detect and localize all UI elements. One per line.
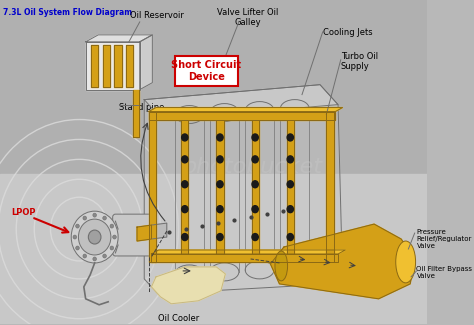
Circle shape	[113, 235, 116, 239]
Circle shape	[182, 234, 188, 240]
Circle shape	[182, 181, 188, 188]
Circle shape	[217, 156, 223, 163]
FancyBboxPatch shape	[113, 214, 154, 256]
Circle shape	[73, 235, 77, 239]
Circle shape	[110, 224, 114, 228]
Text: Oil Reservoir: Oil Reservoir	[130, 11, 184, 20]
Circle shape	[252, 181, 258, 188]
Circle shape	[71, 211, 118, 263]
Text: Pressure
Relief/Regulator
Valve: Pressure Relief/Regulator Valve	[417, 229, 472, 249]
Circle shape	[217, 181, 223, 188]
Polygon shape	[140, 35, 152, 90]
Circle shape	[76, 246, 79, 250]
Polygon shape	[137, 225, 152, 241]
Circle shape	[76, 224, 79, 228]
Polygon shape	[126, 45, 133, 87]
Polygon shape	[144, 84, 338, 120]
Polygon shape	[181, 120, 188, 254]
Ellipse shape	[396, 241, 416, 283]
Circle shape	[103, 216, 106, 220]
Circle shape	[182, 156, 188, 163]
Polygon shape	[149, 111, 335, 120]
Circle shape	[182, 134, 188, 141]
Circle shape	[217, 134, 223, 141]
Circle shape	[83, 216, 87, 220]
Circle shape	[93, 213, 96, 217]
Polygon shape	[149, 108, 343, 111]
Polygon shape	[0, 174, 427, 324]
FancyBboxPatch shape	[175, 56, 238, 86]
Polygon shape	[0, 0, 427, 174]
Circle shape	[252, 206, 258, 213]
Circle shape	[287, 181, 293, 188]
Polygon shape	[91, 45, 98, 87]
Text: Short Circuit
Device: Short Circuit Device	[172, 60, 241, 82]
Circle shape	[252, 156, 258, 163]
Polygon shape	[271, 224, 415, 299]
Polygon shape	[86, 35, 152, 42]
Text: Oil Filter Bypass
Valve: Oil Filter Bypass Valve	[417, 266, 473, 279]
Polygon shape	[152, 254, 338, 262]
Circle shape	[252, 134, 258, 141]
Polygon shape	[115, 45, 122, 87]
Text: LPOP: LPOP	[11, 208, 36, 217]
Polygon shape	[152, 223, 167, 239]
Polygon shape	[144, 84, 343, 294]
Circle shape	[110, 246, 114, 250]
Circle shape	[287, 206, 293, 213]
Polygon shape	[326, 111, 335, 262]
Circle shape	[287, 134, 293, 141]
Polygon shape	[103, 45, 110, 87]
Polygon shape	[252, 120, 259, 254]
Circle shape	[252, 234, 258, 240]
Circle shape	[287, 156, 293, 163]
Circle shape	[287, 234, 293, 240]
Text: Turbo Oil
Supply: Turbo Oil Supply	[341, 52, 378, 71]
Polygon shape	[152, 250, 345, 254]
Polygon shape	[152, 267, 225, 304]
Polygon shape	[115, 221, 118, 253]
Polygon shape	[287, 120, 294, 254]
Circle shape	[88, 230, 101, 244]
Circle shape	[83, 254, 87, 258]
Text: photobucket: photobucket	[182, 157, 322, 177]
Circle shape	[93, 257, 96, 261]
Text: Cooling Jets: Cooling Jets	[323, 28, 373, 37]
Text: 7.3L Oil System Flow Diagram: 7.3L Oil System Flow Diagram	[3, 8, 132, 17]
Ellipse shape	[275, 251, 288, 281]
Circle shape	[217, 234, 223, 240]
Circle shape	[78, 219, 111, 255]
Polygon shape	[216, 120, 224, 254]
Text: Valve Lifter Oil
Galley: Valve Lifter Oil Galley	[217, 8, 279, 27]
Polygon shape	[149, 111, 156, 262]
Text: Stand pipe: Stand pipe	[119, 103, 164, 111]
Text: Oil Cooler: Oil Cooler	[158, 314, 199, 323]
Polygon shape	[133, 90, 139, 137]
Circle shape	[217, 206, 223, 213]
Circle shape	[182, 206, 188, 213]
Circle shape	[103, 254, 106, 258]
Polygon shape	[86, 42, 140, 90]
